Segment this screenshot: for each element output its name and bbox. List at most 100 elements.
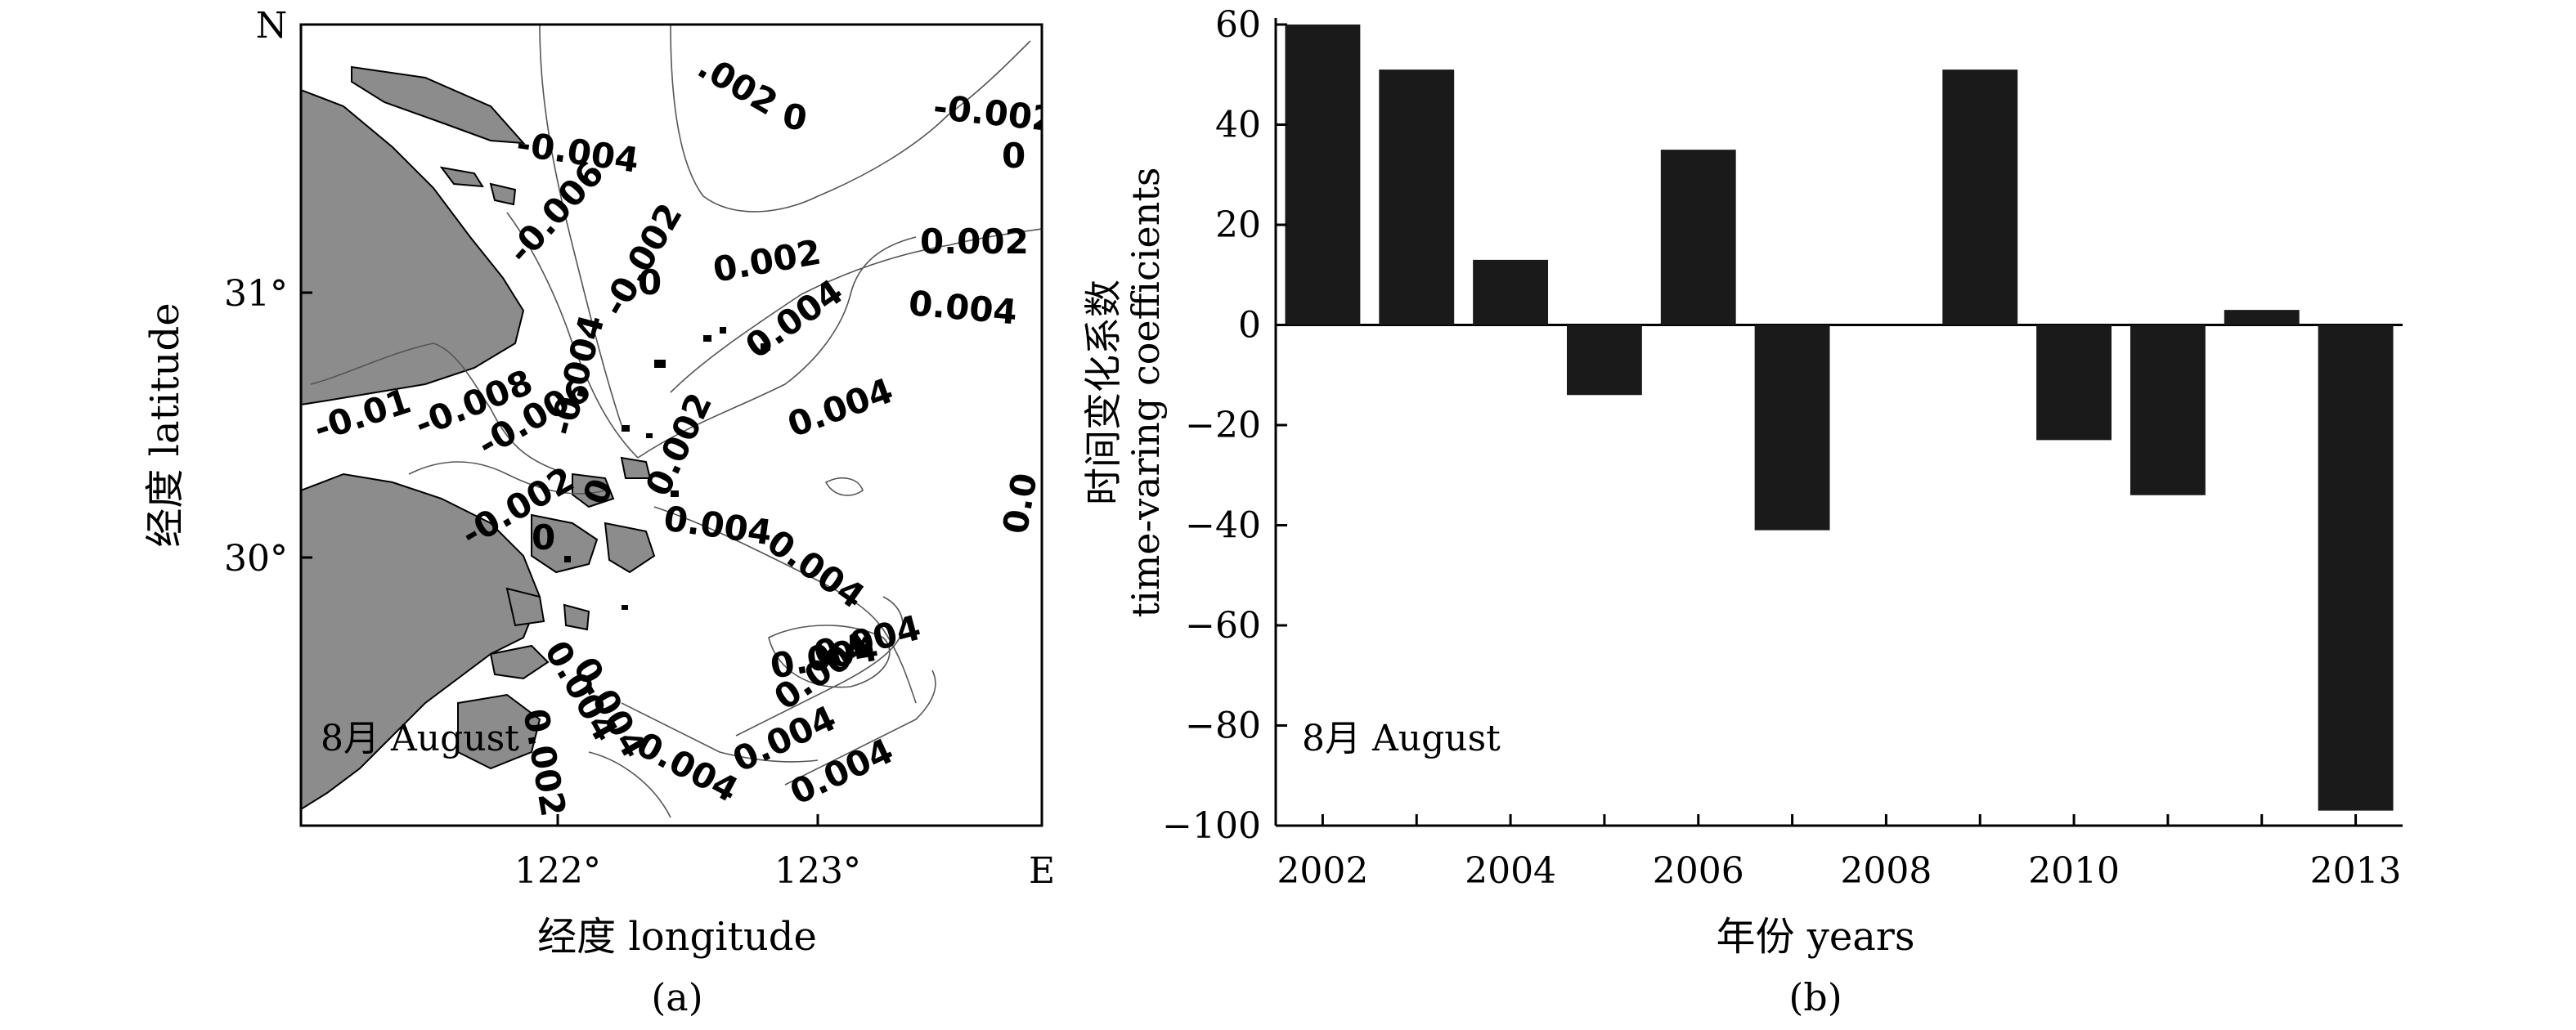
contour-label: 0.002 (638, 387, 720, 502)
land-zhoushan-1 (531, 513, 599, 574)
y-tick-label: 40 (1215, 105, 1261, 146)
contour-line (539, 25, 622, 426)
north-label: N (256, 5, 288, 47)
islet (703, 335, 711, 342)
y-tick-label: 20 (1215, 204, 1261, 246)
chart-x-axis-label: 年份 years (1717, 914, 1915, 960)
chart-y-axis-label: 时间变化系数 time-varing coefficients (1081, 168, 1168, 618)
land-zhoushan-3 (604, 522, 656, 574)
contour-line (768, 625, 891, 688)
contour-lines (310, 25, 1042, 818)
contour-label: 0.004 (783, 370, 899, 445)
contour-line (735, 596, 904, 737)
y-tick-label: 60 (1215, 4, 1261, 46)
contour-label: .002 (691, 46, 784, 123)
bar-2002 (1285, 25, 1361, 325)
y-axis-label-en: time-varing coefficients (1124, 168, 1168, 618)
map-area: -0.004 -0.006 -0.002 0 -0.01 -0.008 -0.0… (301, 25, 1058, 820)
bar-2003 (1379, 69, 1455, 325)
y-tick-label: 0 (1238, 305, 1261, 347)
islet (622, 605, 628, 610)
contour-label: -0.002 (594, 196, 690, 323)
y-axis-label-zh: 时间变化系数 (1081, 280, 1125, 505)
x-tick-label-122: 122° (514, 850, 601, 892)
map-x-axis-label: 经度 longitude (537, 914, 817, 960)
east-label: E (1029, 850, 1055, 892)
y-ticks: 60 40 20 0 −20 −40 −60 −80 −100 (1162, 4, 1287, 847)
bar-2010 (2036, 325, 2112, 441)
contour-label: 0 (1002, 136, 1025, 176)
contour-label: 0.002 (920, 222, 1029, 262)
map-y-axis-label: 经度 latitude (142, 302, 188, 547)
islet (671, 490, 679, 497)
x-tick-label: 2008 (1840, 850, 1932, 892)
islet (622, 425, 630, 432)
land-zhoushan-4 (505, 587, 545, 627)
x-tick-label: 2006 (1653, 850, 1744, 892)
contour-line (506, 212, 639, 459)
contour-label: 0 (638, 262, 662, 302)
x-tick-label: 2013 (2310, 850, 2402, 892)
land-zhoushan-5 (563, 603, 590, 631)
land-mainland-south (301, 472, 541, 811)
contour-line (670, 25, 1031, 213)
bar-2009 (1942, 69, 2018, 325)
contour-label: 0.004 (738, 271, 850, 366)
bars (1285, 25, 2394, 811)
panel-b-chart: 60 40 20 0 −20 −40 −60 −80 −100 2002 2004 2006 2008… (1081, 4, 2403, 1019)
bar-2005 (1566, 325, 1642, 396)
bar-2004 (1473, 259, 1549, 325)
caption-b: (b) (1788, 975, 1842, 1019)
y-tick-label: −40 (1185, 505, 1261, 547)
map-frame (299, 23, 1043, 827)
bar-2013 (2318, 325, 2394, 811)
x-tick-label: 2004 (1465, 850, 1556, 892)
x-tick-label-123: 123° (774, 850, 861, 892)
islet (564, 556, 571, 562)
x-ticks: 2002 2004 2006 2008 2010 2013 (1277, 814, 2402, 892)
x-tick-label: 2010 (2028, 850, 2120, 892)
contour-label: 0 (532, 517, 555, 558)
contour-label: 0.004 (760, 522, 872, 616)
contour-line (653, 506, 917, 704)
y-tick-label: −80 (1185, 705, 1261, 747)
y-tick-label-31: 31° (224, 273, 288, 315)
contour-label: -0.002 (931, 87, 1058, 139)
y-tick-label: −60 (1185, 605, 1261, 647)
bar-2006 (1660, 150, 1736, 325)
contour-line (588, 751, 671, 818)
land-zhoushan-2 (572, 472, 615, 508)
land-island-small-1 (439, 166, 484, 188)
y-tick-label: −100 (1162, 805, 1261, 847)
contour-line (824, 477, 864, 496)
chart-month-annotation: 8月 August (1302, 718, 1501, 759)
contour-label: 0.002 (515, 705, 573, 819)
islet (654, 360, 666, 368)
map-ticks (301, 291, 819, 826)
island-speckles (564, 327, 770, 610)
contour-line (784, 670, 936, 786)
islet (646, 433, 653, 438)
contour-label: 0.0 (995, 470, 1045, 537)
map-month-label: 8月 August (321, 718, 519, 759)
x-tick-label: 2002 (1277, 850, 1368, 892)
contour-line (310, 343, 557, 471)
bar-2012 (2224, 310, 2300, 325)
contour-label: 0.002 (710, 232, 824, 290)
contour-label: 0.004 (907, 283, 1019, 332)
contour-line (670, 228, 1042, 393)
islet (761, 343, 770, 351)
contour-line (621, 702, 819, 763)
y-tick-label-30: 30° (224, 538, 288, 580)
y-tick-label: −20 (1185, 405, 1261, 446)
bar-2011 (2129, 325, 2206, 495)
caption-a: (a) (651, 975, 702, 1019)
panel-a-map: -0.004 -0.006 -0.002 0 -0.01 -0.008 -0.0… (142, 5, 1058, 1019)
land-island-small-2 (489, 182, 517, 206)
contour-label: 0 (779, 96, 810, 139)
bar-2007 (1754, 325, 1830, 531)
contour-label: 0 (575, 473, 621, 509)
contour-line (408, 461, 606, 495)
contour-label: 0.004 (662, 498, 774, 553)
